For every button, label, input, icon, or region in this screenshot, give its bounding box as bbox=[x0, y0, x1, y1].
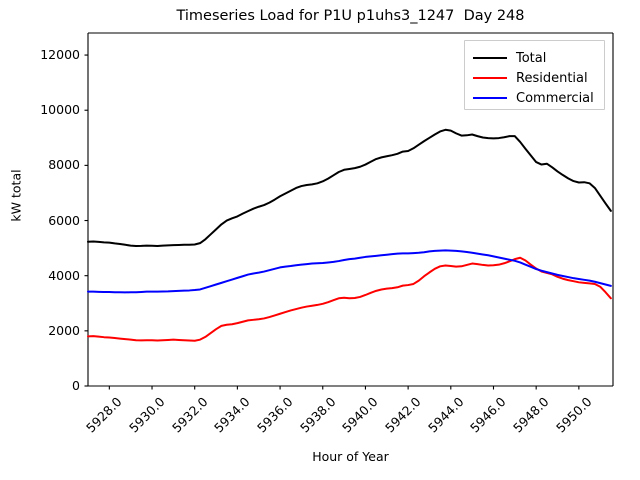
legend-item-total: Total bbox=[473, 47, 546, 69]
legend-item-residential: Residential bbox=[473, 67, 588, 89]
chart-legend: Total Residential Commercial bbox=[464, 40, 605, 110]
series-line-total bbox=[87, 128, 612, 248]
legend-item-commercial: Commercial bbox=[473, 87, 594, 109]
legend-label: Total bbox=[516, 50, 547, 66]
legend-label: Residential bbox=[516, 70, 588, 86]
chart-title: Timeseries Load for P1U p1uhs3_1247 Day … bbox=[176, 8, 525, 24]
y-tick-label: 2000 bbox=[48, 322, 80, 338]
series-line-commercial bbox=[87, 249, 612, 294]
axes-spines bbox=[87, 32, 614, 387]
y-tick-label: 10000 bbox=[40, 102, 80, 118]
series-line-residential bbox=[87, 256, 612, 342]
legend-label: Commercial bbox=[516, 90, 594, 106]
y-tick-label: 0 bbox=[72, 378, 80, 393]
legend-swatch-total bbox=[473, 57, 507, 59]
x-axis-label: Hour of Year bbox=[312, 449, 389, 464]
legend-swatch-residential bbox=[473, 77, 507, 79]
y-tick-label: 4000 bbox=[48, 267, 80, 283]
axis-ticks bbox=[84, 54, 580, 390]
y-axis-tick-labels: 0 2000 4000 6000 8000 10000 12000 bbox=[8, 0, 80, 480]
y-tick-label: 8000 bbox=[48, 157, 80, 173]
legend-swatch-commercial bbox=[473, 97, 507, 99]
y-tick-label: 12000 bbox=[40, 47, 80, 63]
y-tick-label: 6000 bbox=[48, 212, 80, 228]
data-series-lines bbox=[87, 128, 612, 342]
